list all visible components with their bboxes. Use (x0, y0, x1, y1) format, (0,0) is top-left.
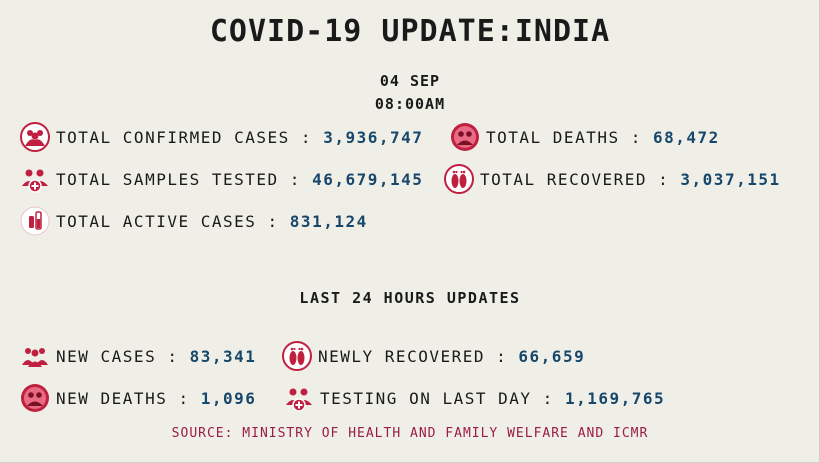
skull-people-icon (20, 383, 50, 413)
source-note: SOURCE: MINISTRY OF HEALTH AND FAMILY WE… (171, 426, 649, 441)
stat-label: TOTAL CONFIRMED CASES : (56, 127, 313, 147)
people-group-icon (20, 341, 50, 371)
stat-total-deaths: TOTAL DEATHS : 68,472 (450, 122, 720, 152)
stat-label: TOTAL ACTIVE CASES : (56, 211, 279, 231)
page-title: COVID-19 UPDATE:INDIA (209, 14, 611, 49)
stat-value: 83,341 (189, 346, 257, 366)
stat-value: 1,169,765 (564, 388, 666, 408)
stat-label: TOTAL RECOVERED : (480, 169, 670, 189)
stat-new-cases: NEW CASES : 83,341 (20, 341, 256, 371)
stat-total-tested: TOTAL SAMPLES TESTED : 46,679,145 (20, 164, 423, 194)
people-medical-cross-icon (20, 164, 50, 194)
update-time: 08:00AM (374, 95, 446, 113)
stat-value: 3,936,747 (323, 127, 424, 147)
stat-label: TOTAL SAMPLES TESTED : (56, 169, 301, 189)
stat-value: 68,472 (653, 127, 720, 147)
stat-testing-last-day: TESTING ON LAST DAY : 1,169,765 (284, 383, 665, 413)
last-24-hours-heading: LAST 24 HOURS UPDATES (299, 289, 521, 307)
stat-new-deaths: NEW DEATHS : 1,096 (20, 383, 256, 413)
test-tubes-icon (20, 206, 50, 236)
stat-total-recovered: TOTAL RECOVERED : 3,037,151 (444, 164, 781, 194)
update-date: 04 SEP (379, 72, 441, 90)
stat-label: TOTAL DEATHS : (486, 127, 642, 147)
stat-value: 831,124 (289, 211, 368, 231)
skull-people-icon (450, 122, 480, 152)
stat-newly-recovered: NEWLY RECOVERED : 66,659 (282, 341, 585, 371)
footprints-icon (444, 164, 474, 194)
stat-label: NEW CASES : (56, 346, 179, 366)
stat-total-confirmed: TOTAL CONFIRMED CASES : 3,936,747 (20, 122, 423, 152)
stat-value: 3,037,151 (680, 169, 781, 189)
stat-label: NEW DEATHS : (56, 388, 190, 408)
stat-value: 66,659 (518, 346, 586, 366)
people-group-icon (20, 122, 50, 152)
stat-label: TESTING ON LAST DAY : (320, 388, 554, 408)
footprints-icon (282, 341, 312, 371)
stat-total-active: TOTAL ACTIVE CASES : 831,124 (20, 206, 368, 236)
stat-value: 46,679,145 (312, 169, 424, 189)
people-medical-cross-icon (284, 383, 314, 413)
stat-value: 1,096 (200, 388, 257, 408)
stat-label: NEWLY RECOVERED : (318, 346, 508, 366)
